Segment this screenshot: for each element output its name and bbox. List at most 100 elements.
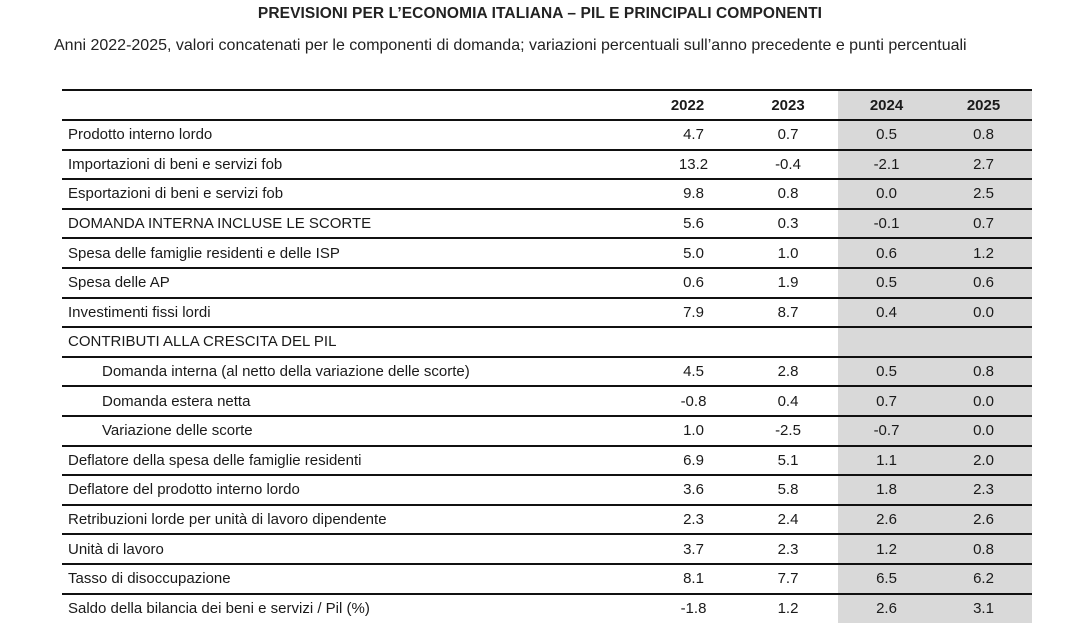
cell-2023: 0.8 [738,179,838,210]
cell-2024: 0.5 [838,356,935,388]
table-row: Domanda interna (al netto della variazio… [62,356,1032,388]
table-row: Spesa delle famiglie residenti e delle I… [62,238,1032,269]
table-row: Prodotto interno lordo 4.7 0.7 0.5 0.8 [62,120,1032,151]
table-row: Deflatore della spesa delle famiglie res… [62,445,1032,477]
cell-2024 [838,327,935,358]
cell-2024: -0.7 [838,415,935,447]
document-title: PREVISIONI PER L’ECONOMIA ITALIANA – PIL… [257,5,823,22]
header-year-2022: 2022 [637,89,738,121]
cell-2023: 5.8 [738,475,838,506]
cell-2023: 0.7 [738,120,838,151]
table-row: Esportazioni di beni e servizi fob 9.8 0.8… [62,179,1032,210]
row-label: Variazione delle scorte [62,415,637,447]
header-year-2024: 2024 [838,89,935,121]
cell-2023: 2.8 [738,356,838,388]
row-label: Unità di lavoro [62,534,637,565]
row-label: Domanda estera netta [62,386,637,417]
table-row: CONTRIBUTI ALLA CRESCITA DEL PIL [62,327,1032,358]
row-label: Tasso di disoccupazione [62,563,637,595]
cell-2022: 13.2 [637,149,738,181]
row-label: Spesa delle famiglie residenti e delle I… [62,238,637,269]
cell-2025: 2.5 [935,179,1032,210]
cell-2025: 0.8 [935,356,1032,388]
cell-2023: -0.4 [738,149,838,181]
cell-2022: -1.8 [680,600,707,618]
cell-2024: 0.4 [838,297,935,329]
cell-2024: 0.6 [838,238,935,269]
header-label [62,89,637,121]
cell-2022: 1.0 [637,415,738,447]
cell-2023: 1.9 [738,267,838,299]
table-row: Spesa delle AP 0.6 1.9 0.5 0.6 [62,267,1032,299]
cell-2022 [637,327,738,358]
row-label: Retribuzioni lorde per unità di lavoro d… [62,504,637,536]
cell-2025: 0.6 [935,267,1032,299]
cell-2024: 0.5 [838,267,935,299]
row-label: Deflatore del prodotto interno lordo [62,475,637,506]
table-row: Investimenti fissi lordi 7.9 8.7 0.4 0.0 [62,297,1032,329]
document-subtitle: Anni 2022-2025, valori concatenati per l… [54,37,967,54]
cell-2024: 2.6 [838,593,935,624]
cell-2025: 0.7 [935,208,1032,240]
cell-2022: 4.5 [637,356,738,388]
cell-2023: 1.2 [777,600,799,618]
cell-2025: 6.2 [935,563,1032,595]
table-row: Importazioni di beni e servizi fob 13.2 -0… [62,149,1032,181]
cell-2024: 1.1 [838,445,935,477]
row-label: Deflatore della spesa delle famiglie res… [62,445,637,477]
cell-2022: 7.9 [637,297,738,329]
cell-2023: 0.3 [738,208,838,240]
cell-2023: 2.4 [738,504,838,536]
cell-2022: 0.6 [637,267,738,299]
cell-2025: 2.0 [935,445,1032,477]
row-label: DOMANDA INTERNA INCLUSE LE SCORTE [62,208,637,240]
cell-2025 [935,327,1032,358]
table-row: Saldo della bilancia dei beni e servizi … [62,593,1032,624]
cell-2022: 5.6 [637,208,738,240]
cell-2023: 7.7 [738,563,838,595]
cell-2024: -0.1 [838,208,935,240]
row-label: Spesa delle AP [62,267,637,299]
cell-2025: 0.0 [935,415,1032,447]
cell-2024: -2.1 [838,149,935,181]
row-label: Esportazioni di beni e servizi fob [62,179,637,210]
cell-2022: 3.6 [637,475,738,506]
table-row: Retribuzioni lorde per unità di lavoro d… [62,504,1032,536]
cell-2023: 8.7 [738,297,838,329]
cell-2023: 5.1 [738,445,838,477]
cell-2025: 1.2 [935,238,1032,269]
cell-2024: 1.8 [838,475,935,506]
cell-2024: 6.5 [838,563,935,595]
cell-2022: 8.1 [637,563,738,595]
cell-2024: 0.0 [838,179,935,210]
table-header-row: 2022 2023 2024 2025 [62,89,1032,121]
cell-2025: 3.1 [935,593,1032,624]
table-row: Domanda estera netta -0.8 0.4 0.7 0.0 [62,386,1032,417]
cell-2022: 4.7 [637,120,738,151]
table-row: Deflatore del prodotto interno lordo 3.6 5… [62,475,1032,506]
row-label: Importazioni di beni e servizi fob [62,149,637,181]
header-year-2025: 2025 [935,89,1032,121]
cell-2022: 5.0 [637,238,738,269]
table-row: Unità di lavoro 3.7 2.3 1.2 0.8 [62,534,1032,565]
cell-2025: 2.6 [935,504,1032,536]
cell-2024: 0.5 [838,120,935,151]
cell-2023: 0.4 [738,386,838,417]
cell-2024: 0.7 [838,386,935,417]
row-label: Prodotto interno lordo [62,120,637,151]
row-label: CONTRIBUTI ALLA CRESCITA DEL PIL [62,327,637,358]
table-row: Variazione delle scorte 1.0 -2.5 -0.7 0.0 [62,415,1032,447]
row-label: Saldo della bilancia dei beni e servizi … [68,600,370,618]
cell-2023 [738,327,838,358]
cell-2023: -2.5 [738,415,838,447]
row-label: Investimenti fissi lordi [62,297,637,329]
row-label: Domanda interna (al netto della variazio… [62,356,637,388]
table-row: DOMANDA INTERNA INCLUSE LE SCORTE 5.6 0.3-… [62,208,1032,240]
table-row: Tasso di disoccupazione 8.1 7.7 6.5 6.2 [62,563,1032,595]
cell-2023: 2.3 [738,534,838,565]
cell-2022: 6.9 [637,445,738,477]
cell-2025: 0.8 [935,120,1032,151]
cell-2024: 1.2 [838,534,935,565]
cell-2025: 0.0 [935,386,1032,417]
cell-2025: 2.3 [935,475,1032,506]
